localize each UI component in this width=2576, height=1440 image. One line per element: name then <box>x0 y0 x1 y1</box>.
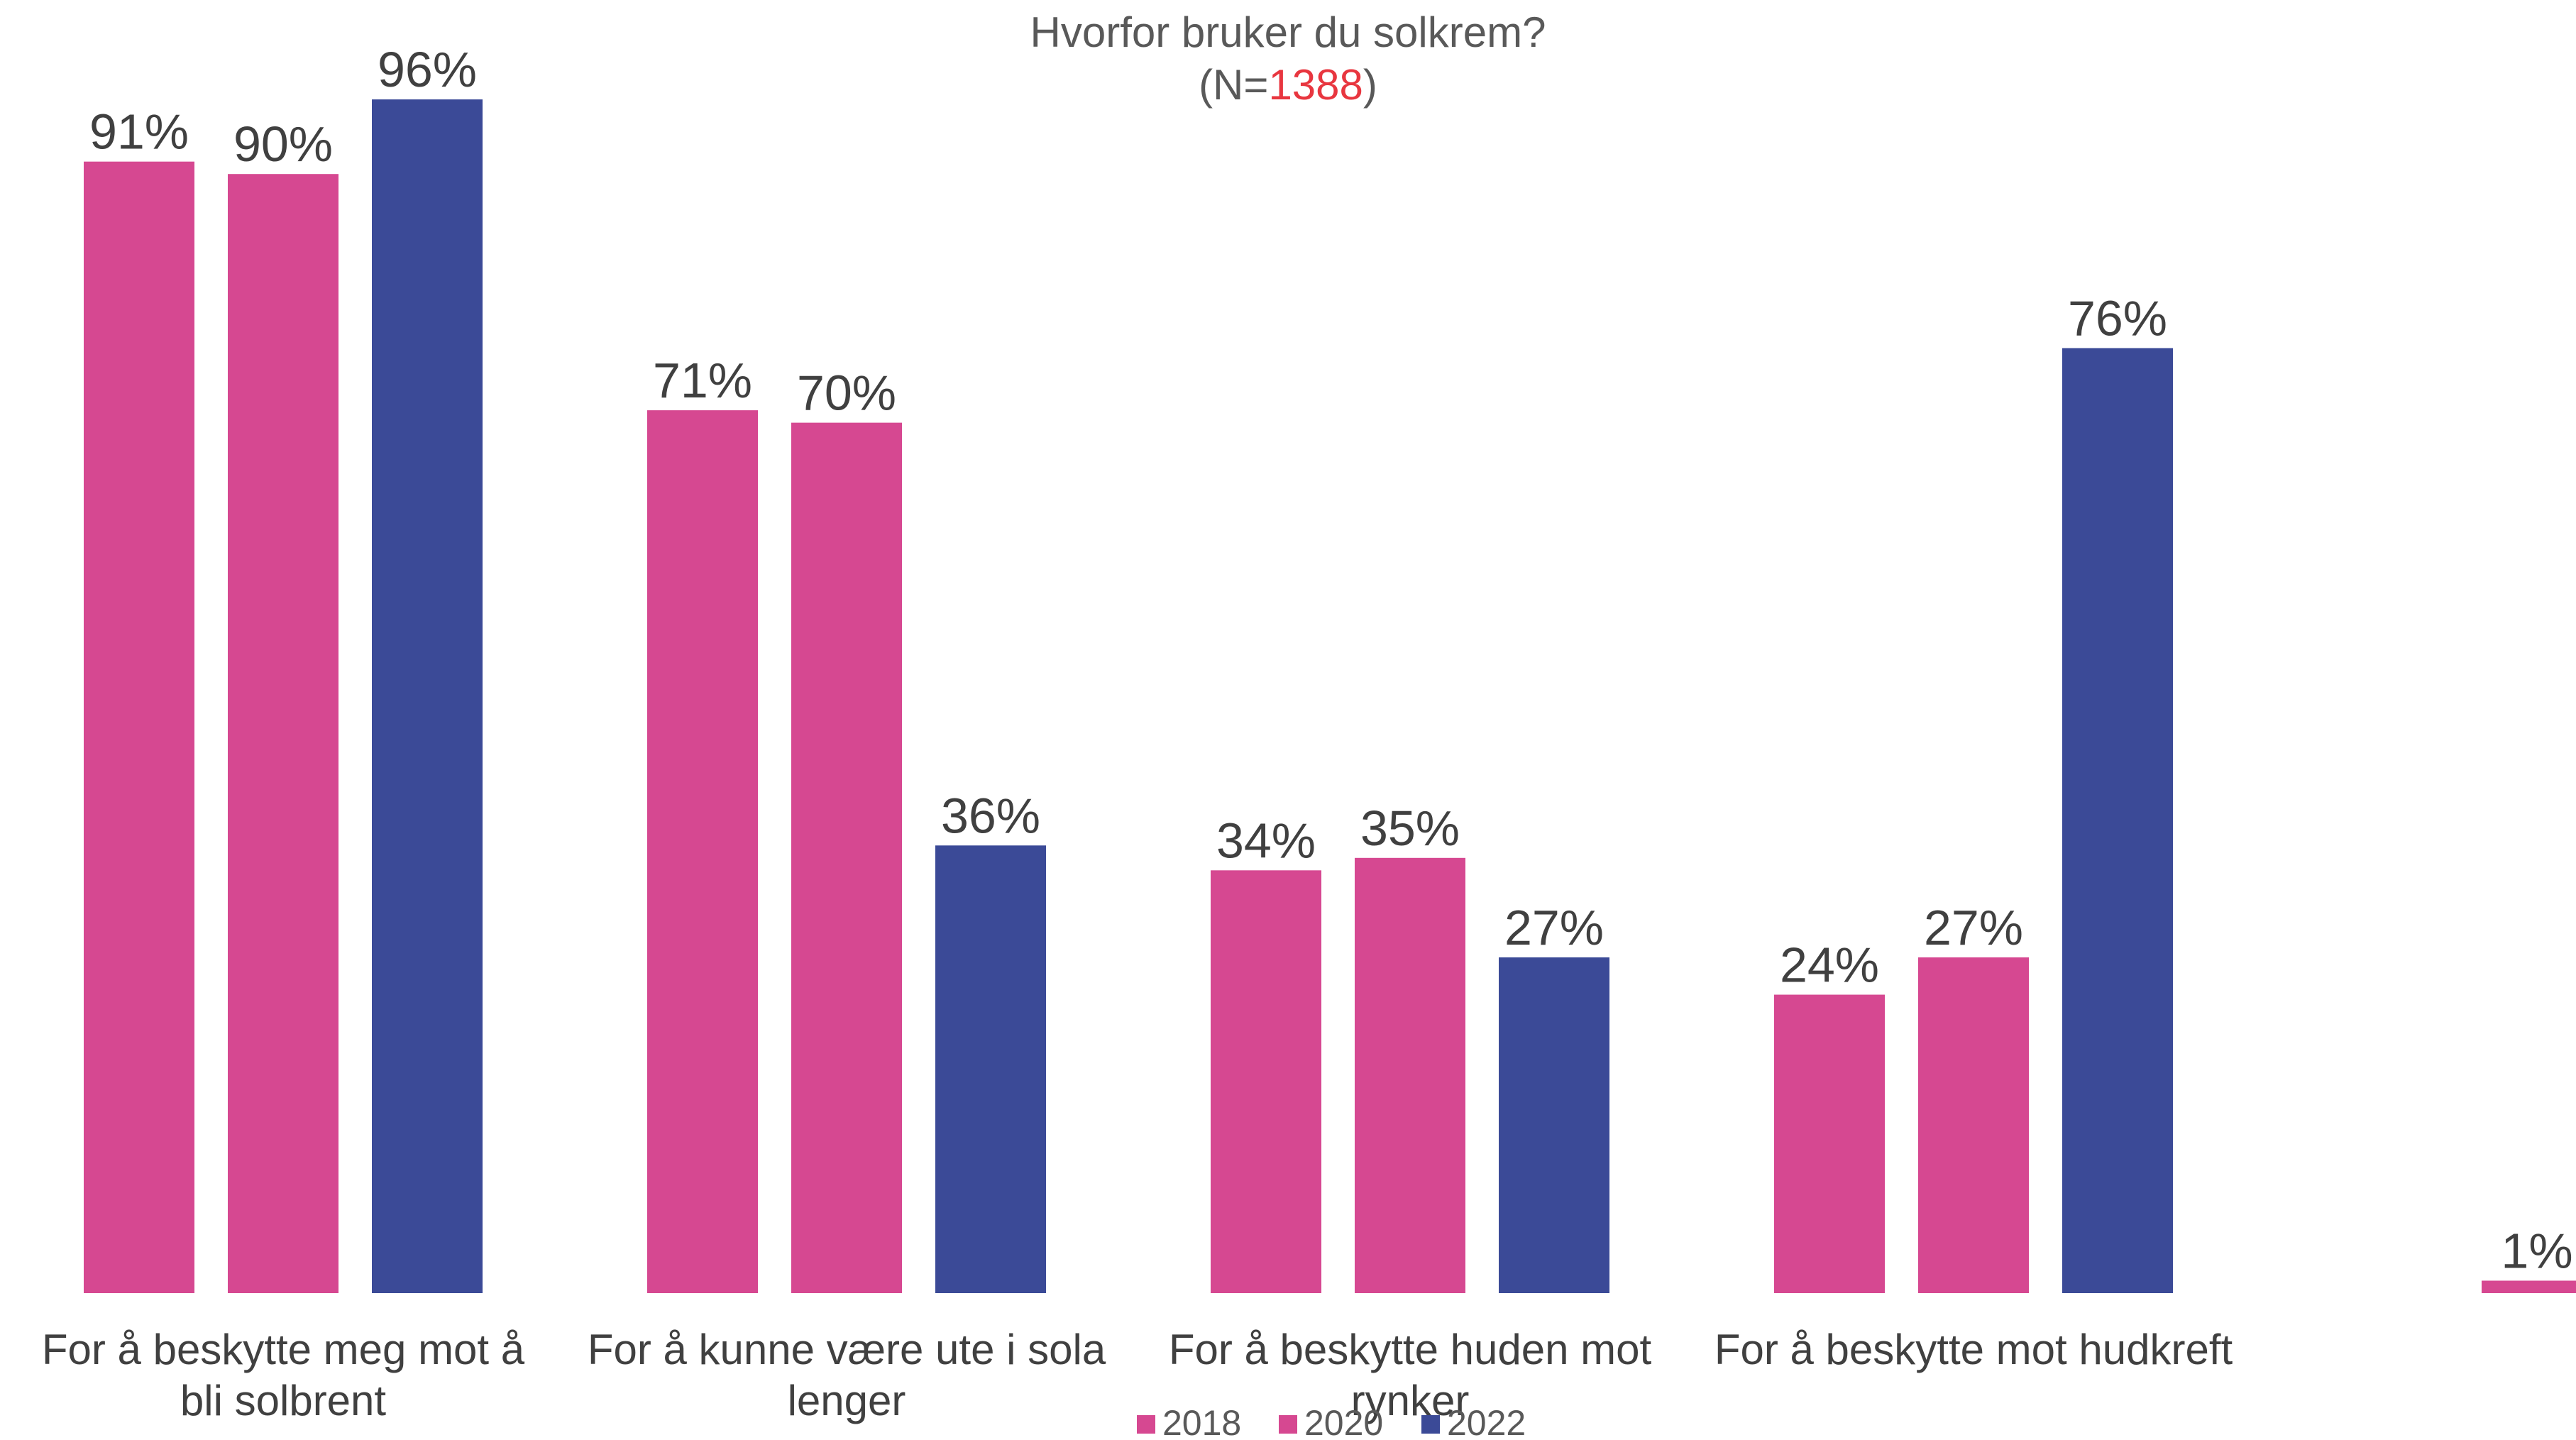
bar-2020-cat-3 <box>1355 857 1465 1293</box>
value-label-2020-cat-2: 70% <box>797 366 896 421</box>
bar-2022-cat-1 <box>372 99 483 1294</box>
category-label-4-line-1: For å beskytte mot hudkreft <box>1714 1326 2233 1373</box>
value-label-2022-cat-2: 36% <box>941 788 1040 843</box>
category-label-3-line-1: For å beskytte huden mot <box>1169 1326 1652 1373</box>
chart-title-group: Hvorfor bruker du solkrem? (N=1388) <box>1030 9 1546 109</box>
category-label-1-line-2: bli solbrent <box>180 1377 386 1424</box>
legend-swatch-2018 <box>1137 1415 1155 1434</box>
legend-label-2020: 2020 <box>1304 1403 1383 1440</box>
bar-2018-cat-4 <box>1774 994 1885 1293</box>
category-label-1-line-1: For å beskytte meg mot å <box>42 1326 525 1373</box>
value-label-2020-cat-4: 27% <box>1924 900 2023 955</box>
value-label-2018-cat-2: 71% <box>653 353 752 408</box>
subtitle-suffix: ) <box>1363 61 1377 109</box>
value-label-2022-cat-3: 27% <box>1504 900 1604 955</box>
category-label-2-line-2: lenger <box>788 1377 906 1424</box>
bar-2018-cat-3 <box>1211 870 1321 1293</box>
value-label-2020-cat-1: 90% <box>233 116 333 172</box>
category-label-2-line-1: For å kunne være ute i sola <box>588 1326 1106 1373</box>
bar-2018-cat-1 <box>84 161 194 1294</box>
bar-2022-cat-4 <box>2062 348 2173 1294</box>
legend-label-2018: 2018 <box>1162 1403 1241 1440</box>
bars-group <box>84 99 2576 1294</box>
value-label-2018-cat-3: 34% <box>1216 813 1316 868</box>
legend-label-2022: 2022 <box>1447 1403 1526 1440</box>
chart-title: Hvorfor bruker du solkrem? <box>1030 9 1546 56</box>
bar-2020-cat-2 <box>791 422 902 1293</box>
value-label-2020-cat-3: 35% <box>1360 801 1460 856</box>
bar-2020-cat-5 <box>2482 1280 2576 1293</box>
value-label-2020-cat-5: 1% <box>2501 1223 2572 1278</box>
value-label-2018-cat-1: 91% <box>89 104 189 160</box>
value-label-2022-cat-1: 96% <box>378 42 477 97</box>
bar-2022-cat-2 <box>935 845 1046 1293</box>
chart-subtitle: (N=1388) <box>1199 61 1377 109</box>
subtitle-prefix: (N= <box>1199 61 1268 109</box>
category-label-3-line-2: rynker <box>1351 1377 1470 1424</box>
bar-2020-cat-1 <box>228 174 338 1294</box>
value-labels-group: 91%90%96%71%70%36%34%35%27%24%27%76%1%0% <box>89 42 2573 1278</box>
sample-size-value: 1388 <box>1268 61 1363 109</box>
bar-2018-cat-2 <box>647 410 758 1293</box>
legend: 2018 2020 2022 <box>1137 1403 1526 1440</box>
legend-swatch-2020 <box>1279 1415 1297 1434</box>
bar-2022-cat-3 <box>1499 957 1609 1293</box>
legend-swatch-2022 <box>1421 1415 1440 1434</box>
value-label-2018-cat-4: 24% <box>1780 938 1879 993</box>
bar-2020-cat-4 <box>1918 957 2029 1293</box>
value-label-2022-cat-4: 76% <box>2068 290 2167 346</box>
